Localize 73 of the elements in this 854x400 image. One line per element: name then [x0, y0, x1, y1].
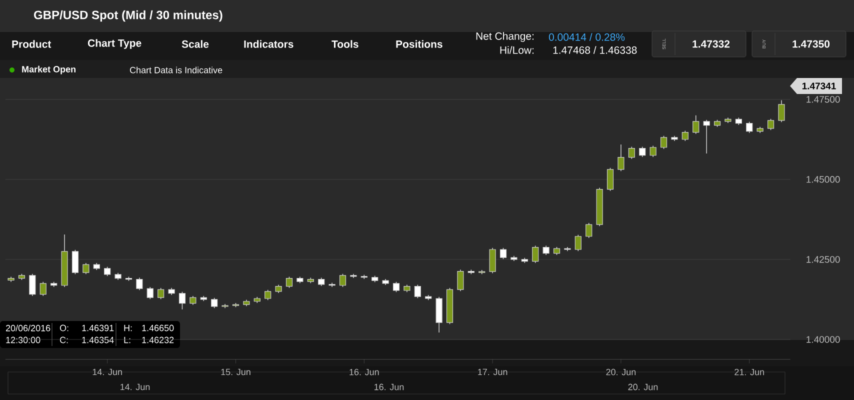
text: Tools [332, 40, 358, 48]
text: 16. Jun [374, 384, 404, 390]
candlestick [586, 222, 592, 238]
candlestick [286, 276, 293, 288]
y-tick-label: 1.42500 [806, 256, 840, 263]
candlestick [104, 266, 111, 276]
candlestick [489, 248, 496, 274]
candlestick [639, 146, 646, 158]
x-tick-label: 16. Jun [350, 368, 379, 376]
text: Indicators [244, 40, 294, 48]
candlestick [146, 286, 154, 300]
annotation: 1.46354 [82, 336, 114, 344]
candlestick [532, 245, 539, 264]
candlestick [778, 100, 785, 122]
text: Product [12, 40, 52, 48]
candlestick [682, 130, 688, 142]
annotation: 20/06/2016 [6, 324, 50, 332]
x-tick-label: 15. Jun [221, 368, 250, 376]
text: 1.47468 / 1.46338 [553, 46, 637, 54]
annotation: L: [124, 336, 130, 344]
annotation: C: [60, 336, 68, 344]
text: Hi/Low: [500, 46, 534, 54]
candlestick [618, 144, 624, 172]
candlestick [40, 281, 46, 296]
annotation: O: [60, 324, 68, 332]
text: 1.47350 [792, 40, 830, 48]
candlestick [746, 121, 753, 134]
candlestick [178, 291, 186, 310]
candlestick [339, 273, 346, 288]
candlestick [158, 288, 164, 300]
x-tick-label: 17. Jun [478, 368, 508, 376]
candlestick [650, 145, 656, 158]
text: Market Open [22, 66, 76, 74]
text: Net Change: [476, 32, 534, 42]
chart-title: GBP/USD Spot (Mid / 30 minutes) [34, 10, 222, 22]
candlestick [500, 248, 507, 260]
candlestick [628, 146, 635, 160]
candlestick [392, 281, 400, 292]
x-tick-label: 21. Jun [734, 368, 764, 376]
candlestick [136, 277, 143, 291]
text: 20. Jun [628, 384, 658, 390]
candlestick [457, 269, 464, 292]
text: 1.47332 [692, 40, 730, 48]
annotation: 1.46650 [142, 324, 174, 332]
text: Positions [396, 40, 442, 48]
x-tick-label: 20. Jun [606, 368, 636, 376]
candlestick [82, 262, 90, 275]
text: Chart Type [88, 39, 142, 49]
candlestick [414, 284, 421, 299]
text: Scale [182, 40, 209, 48]
annotation: H: [124, 324, 132, 332]
candlestick [574, 234, 582, 252]
text: 14. Jun [120, 384, 150, 390]
candlestick [692, 114, 700, 134]
text: 0.00414 / 0.28% [548, 33, 625, 41]
y-tick-label: 1.40000 [806, 336, 840, 343]
candlestick [211, 297, 218, 309]
candlestick [542, 245, 550, 256]
text: Chart Data is Indicative [130, 66, 222, 74]
annotation: 12:30:00 [6, 336, 40, 344]
candlestick [29, 273, 36, 296]
y-tick-label: 1.45000 [806, 176, 840, 183]
candlestick [660, 135, 668, 150]
candlestick [72, 249, 79, 275]
y-tick-label: 1.47500 [806, 96, 840, 103]
annotation: 1.46232 [142, 336, 174, 344]
x-tick-label: 14. Jun [92, 368, 122, 376]
annotation: 1.46391 [82, 324, 114, 332]
candlestick [767, 118, 774, 130]
candlestick [264, 289, 272, 300]
candlestick [703, 119, 710, 154]
text: 1.47341 [802, 82, 836, 90]
candlestick [606, 167, 614, 192]
